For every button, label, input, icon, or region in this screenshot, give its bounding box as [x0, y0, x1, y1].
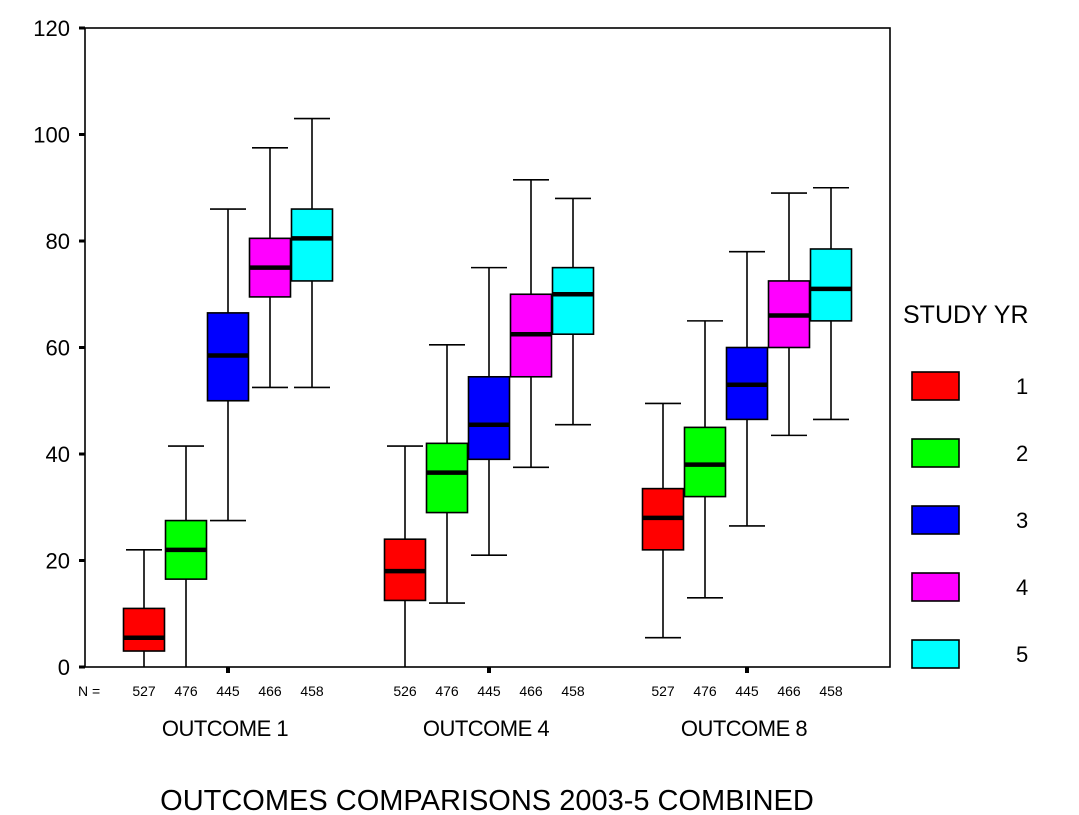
legend-swatch-5 — [911, 639, 960, 669]
n-count-label: 458 — [819, 683, 843, 699]
box-year-5 — [809, 248, 853, 322]
n-count-label: 476 — [693, 683, 717, 699]
n-count-label: 445 — [216, 683, 240, 699]
group-label: OUTCOME 1 — [162, 716, 289, 741]
n-count-label: 476 — [174, 683, 198, 699]
legend-swatch-2 — [911, 438, 960, 468]
n-count-label: 466 — [777, 683, 801, 699]
box-year-5 — [290, 208, 334, 282]
box-series — [122, 117, 853, 667]
y-tick-label: 120 — [33, 16, 70, 41]
legend: STUDY YR 1 2 3 4 5 — [903, 301, 1029, 669]
n-count-label: 445 — [735, 683, 759, 699]
y-tick-label: 20 — [46, 549, 70, 574]
n-count-label: 527 — [132, 683, 156, 699]
n-count-label: 445 — [477, 683, 501, 699]
n-count-label: 458 — [300, 683, 324, 699]
n-count-label: 476 — [435, 683, 459, 699]
box-year-2 — [683, 426, 727, 498]
n-count-label: 466 — [258, 683, 282, 699]
group-label: OUTCOME 4 — [423, 716, 550, 741]
box-year-3 — [467, 375, 511, 461]
y-tick-label: 60 — [46, 336, 70, 361]
legend-swatch-1 — [911, 371, 960, 401]
legend-swatch-4 — [911, 572, 960, 602]
n-count-label: 526 — [393, 683, 417, 699]
group-label: OUTCOME 8 — [681, 716, 808, 741]
legend-label: 5 — [1016, 642, 1028, 667]
legend-swatch-3 — [911, 505, 960, 535]
box-year-2 — [425, 442, 469, 514]
legend-title: STUDY YR — [903, 301, 1029, 329]
n-label-prefix: N = — [78, 683, 100, 699]
n-labels: N = 527 476 445 466 458 526 476 445 466 458 527 476… — [78, 683, 843, 699]
chart-title: OUTCOMES COMPARISONS 2003-5 COMBINED — [160, 785, 814, 815]
n-count-label: 466 — [519, 683, 543, 699]
y-tick-label: 80 — [46, 229, 70, 254]
legend-label: 1 — [1016, 374, 1028, 399]
y-axis: 0 20 40 60 80 100 120 — [33, 16, 85, 680]
legend-label: 3 — [1016, 508, 1028, 533]
legend-label: 2 — [1016, 441, 1028, 466]
n-count-label: 527 — [651, 683, 675, 699]
y-tick-label: 0 — [58, 655, 70, 680]
box-year-5 — [551, 266, 595, 335]
legend-label: 4 — [1016, 575, 1028, 600]
y-tick-label: 40 — [46, 442, 70, 467]
n-count-label: 458 — [561, 683, 585, 699]
box-year-1 — [122, 607, 166, 652]
y-tick-label: 100 — [33, 123, 70, 148]
group-labels: OUTCOME 1 OUTCOME 4 OUTCOME 8 — [162, 667, 808, 741]
